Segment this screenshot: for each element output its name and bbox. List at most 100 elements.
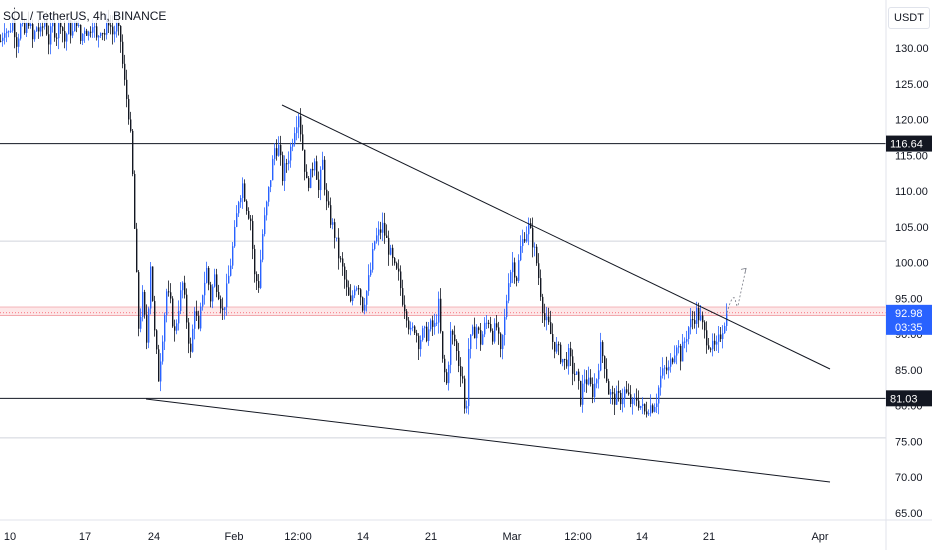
candle-body: [544, 313, 546, 321]
candle-body: [268, 187, 270, 202]
candle-body: [346, 279, 348, 288]
candle-body: [220, 299, 222, 309]
candle-body: [58, 22, 60, 39]
level-price-tag-text: 116.64: [890, 139, 923, 151]
price-tick-label: 115.00: [895, 150, 928, 162]
candle-body: [564, 359, 566, 361]
candle-body: [694, 320, 696, 324]
candle-body: [666, 367, 668, 371]
candle-body: [352, 295, 354, 302]
candle-body: [594, 383, 596, 397]
candle-body: [316, 161, 318, 180]
trendlines: [145, 104, 831, 483]
candle-body: [238, 202, 240, 214]
candle-body: [698, 307, 700, 321]
candle-body: [514, 262, 516, 278]
time-tick-label: 17: [79, 531, 91, 543]
candle-body: [652, 405, 654, 412]
candle-body: [688, 327, 690, 340]
candle-body: [604, 356, 606, 369]
candle-body: [338, 237, 340, 259]
candle-body: [252, 221, 254, 249]
candle-body: [598, 370, 600, 380]
candle-body: [582, 383, 584, 405]
candle-body: [306, 171, 308, 179]
candle-body: [642, 404, 644, 406]
candle-body: [40, 26, 42, 32]
candle-body: [392, 247, 394, 259]
candle-body: [388, 237, 390, 255]
candle-body: [6, 31, 8, 34]
candle-body: [332, 222, 334, 225]
candle-body: [714, 340, 716, 345]
candle-body: [540, 278, 542, 297]
candle-body: [120, 25, 122, 42]
candle-body: [50, 26, 52, 45]
currency-label[interactable]: USDT: [888, 7, 930, 29]
candle-body: [326, 189, 328, 202]
price-axis[interactable]: 130.00 125.00 120.00 115.00 110.00 105.00 100.…: [885, 0, 929, 550]
candle-body: [266, 201, 268, 216]
candle-body: [566, 359, 568, 367]
candle-body: [664, 367, 666, 369]
candle-body: [76, 21, 78, 26]
candle-body: [250, 218, 252, 222]
candle-body: [424, 326, 426, 329]
candle-body: [190, 343, 192, 352]
candle-body: [70, 20, 72, 36]
candle-body: [130, 119, 132, 131]
candle-body: [534, 246, 536, 248]
candle-body: [434, 322, 436, 327]
time-tick-label: 12:00: [284, 531, 312, 543]
candle-body: [182, 282, 184, 291]
candle-body: [712, 340, 714, 350]
candle-body: [334, 222, 336, 238]
candle-body: [248, 210, 250, 219]
candle-body: [554, 341, 556, 352]
time-tick-label: 14: [357, 531, 369, 543]
candle-body: [724, 325, 726, 334]
candle-body: [678, 345, 680, 348]
candle-body: [596, 379, 598, 384]
candle-body: [112, 26, 114, 35]
candle-body: [170, 292, 172, 299]
candle-body: [610, 392, 612, 395]
candle-body: [38, 27, 40, 32]
candle-body: [72, 31, 74, 36]
candle-body: [350, 295, 352, 302]
candle-body: [322, 159, 324, 170]
candle-body: [296, 127, 298, 134]
candle-body: [520, 246, 522, 261]
candle-body: [126, 79, 128, 99]
candle-body: [264, 215, 266, 235]
resistance-zone: [0, 306, 886, 316]
candle-body: [590, 377, 592, 384]
candle-body: [164, 315, 166, 342]
candle-body: [74, 21, 76, 32]
candle-body: [144, 291, 146, 315]
candle-body: [118, 22, 120, 26]
last-price-tag-text: 92.98: [895, 308, 923, 320]
candle-body: [562, 359, 564, 363]
candle-body: [318, 179, 320, 191]
candle-body: [414, 326, 416, 333]
candle-body: [256, 274, 258, 282]
candle-body: [696, 307, 698, 324]
candle-body: [508, 283, 510, 301]
symbol-label[interactable]: SOL / TetherUS, 4h, BINANCE: [3, 9, 167, 23]
candle-body: [680, 345, 682, 362]
candle-body: [420, 339, 422, 350]
price-tick-label: 110.00: [895, 186, 928, 198]
candle-body: [24, 22, 26, 33]
candle-body: [158, 349, 160, 382]
candle-body: [466, 406, 468, 409]
candle-body: [312, 168, 314, 171]
candle-body: [240, 198, 242, 203]
candle-body: [496, 323, 498, 328]
candle-body: [474, 326, 476, 339]
candle-body: [568, 348, 570, 367]
candle-body: [10, 30, 12, 32]
time-axis[interactable]: 10 17 24 Feb 12:00 14 21 Mar 12:00 14 21 Apr: [0, 519, 932, 543]
candle-body: [162, 341, 164, 362]
